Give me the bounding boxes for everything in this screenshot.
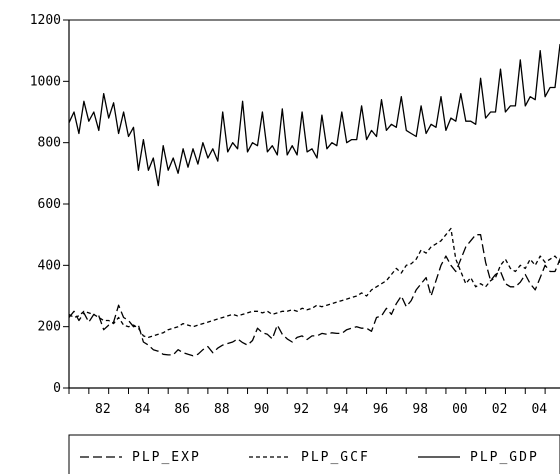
legend-label: PLP_GDP [470, 450, 539, 465]
series-line-plp-gdp [68, 43, 560, 187]
x-tick-label: 04 [531, 402, 547, 417]
x-tick-label: 00 [452, 402, 468, 417]
x-tick-label: 82 [95, 402, 111, 417]
x-tick-label: 98 [412, 402, 428, 417]
legend-label: PLP_EXP [132, 450, 201, 465]
series-line-plp-exp [68, 234, 560, 357]
x-tick-label: 02 [492, 402, 508, 417]
y-tick-label: 200 [38, 320, 61, 335]
plot-series [68, 43, 560, 357]
y-tick-label: 0 [53, 381, 61, 396]
y-axis: 0 200 400 600 800 1000 1200 [30, 13, 560, 396]
series-line-plp-gcf [68, 227, 560, 339]
legend-box [68, 434, 560, 474]
x-tick-label: 92 [293, 402, 309, 417]
y-tick-label: 800 [38, 136, 61, 151]
x-tick-label: 88 [214, 402, 230, 417]
y-tick-label: 1200 [30, 13, 61, 28]
legend: PLP_EXP PLP_GCF PLP_GDP [68, 434, 560, 474]
x-tick-label: 86 [174, 402, 190, 417]
y-tick-label: 600 [38, 197, 61, 212]
x-tick-label: 96 [373, 402, 389, 417]
x-tick-label: 94 [333, 402, 349, 417]
x-tick-label: 84 [135, 402, 151, 417]
x-axis: 82 84 86 88 90 92 94 96 98 00 02 04 [68, 387, 560, 417]
y-tick-label: 400 [38, 258, 61, 273]
legend-label: PLP_GCF [301, 450, 370, 465]
y-tick-label: 1000 [30, 74, 61, 89]
x-tick-label: 90 [254, 402, 270, 417]
